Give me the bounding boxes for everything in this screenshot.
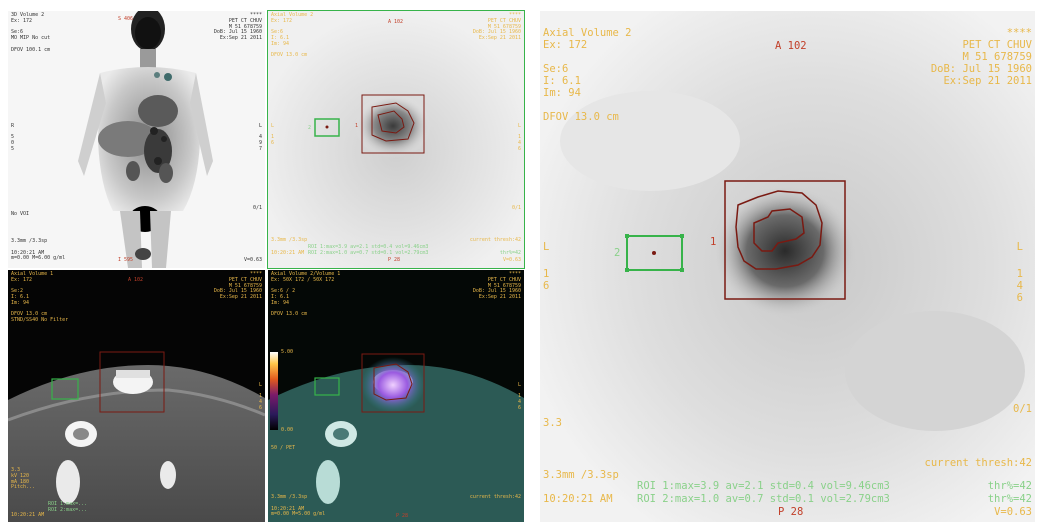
vp5-current-thresh: current thresh:42 xyxy=(924,457,1032,469)
axial-pet-image xyxy=(268,11,524,268)
vp5-series-info: Axial Volume 2 Ex: 172 Se:6 I: 6.1 Im: 9… xyxy=(543,27,632,124)
vp1-orientation-bottom: I 595 xyxy=(118,257,134,263)
vp5-roi2-label: 2 xyxy=(614,247,621,259)
vp5-right-orient: L xyxy=(1016,241,1023,253)
vp1-orientation-top: S 406 xyxy=(118,16,134,22)
vp2-series-info: Axial Volume 2 Ex: 172 Se:6 I: 6.1 Im: 9… xyxy=(271,12,314,59)
vp4-patient-info: **** PET CT CHUV M 51 678759 DoB: Jul 15… xyxy=(472,271,521,300)
vp1-patient-info: **** PET CT CHUV M 51 678759 DoB: Jul 15… xyxy=(213,12,262,41)
vp5-side-number: 3.3 xyxy=(543,417,562,429)
vp3-patient-info: **** PET CT CHUV M 51 678759 DoB: Jul 15… xyxy=(213,271,262,300)
viewport-axial-pet-small[interactable]: Axial Volume 2 Ex: 172 Se:6 I: 6.1 Im: 9… xyxy=(267,10,525,269)
axial-pet-large-image xyxy=(540,11,1035,522)
vp5-window-value: V=0.63 xyxy=(994,506,1032,518)
vp2-orientation-top: A 102 xyxy=(388,19,404,25)
vp4-scale-min: 0.00 xyxy=(281,427,294,433)
vp1-left-orient: R xyxy=(11,123,15,129)
vp2-patient-info: **** PET CT CHUV M 51 678759 DoB: Jul 15… xyxy=(472,12,521,41)
vp5-patient-info: **** PET CT CHUV M 51 678759 DoB: Jul 15… xyxy=(930,27,1032,88)
vp2-orientation-bottom: P 28 xyxy=(388,257,401,263)
vp5-thr-roi1: thr%=42 xyxy=(987,480,1032,492)
color-scale-bar xyxy=(270,352,278,430)
vp2-roi2-stats: ROI 2:max=1.0 av=0.7 std=0.1 vol=2.79cm3 xyxy=(308,250,429,256)
viewport-mip-coronal[interactable]: 3D Volume 2 Ex: 172 Se:6 MO MIP No cut D… xyxy=(8,11,265,268)
fused-image xyxy=(268,352,524,522)
viewport-fused-petct[interactable]: Axial Volume 2/Volume 1 Ex: 50X 172 / 50… xyxy=(268,270,524,522)
vp3-technique: 3.3 kV 120 mA 180 Pitch... xyxy=(11,467,36,491)
vp5-roi1-label: 1 xyxy=(710,236,717,248)
vp2-time: 10:20:21 AM xyxy=(271,250,305,256)
mip-body-image xyxy=(78,11,213,268)
vp2-right-nums: 1 4 6 xyxy=(517,134,521,152)
vp2-thr: thr%=42 xyxy=(499,250,521,256)
vp5-orientation-bottom: P 28 xyxy=(778,506,804,518)
vp5-roi2-stats: ROI 2:max=1.0 av=0.7 std=0.1 vol=2.79cm3 xyxy=(637,493,890,505)
vp4-series-info: Axial Volume 2/Volume 1 Ex: 50X 172 / 50… xyxy=(271,271,341,318)
vp4-right-nums: 1 4 6 xyxy=(517,393,521,411)
vp5-thr-roi2: thr%=42 xyxy=(987,493,1032,505)
vp5-roi1-stats: ROI 1:max=3.9 av=2.1 std=0.4 vol=9.46cm3 xyxy=(637,480,890,492)
vp4-scale-max: 5.00 xyxy=(281,349,294,355)
vp2-frame-counter: 0/1 xyxy=(511,205,521,211)
vp5-orientation-top: A 102 xyxy=(775,40,807,52)
vp2-slice-thickness: 3.3mm /3.3sp xyxy=(271,237,308,243)
vp2-roi2-label: 2 xyxy=(308,125,312,131)
vp2-right-orient: L xyxy=(517,123,521,129)
vp1-no-voi: No VOI xyxy=(11,211,30,217)
vp1-frame-counter: 0/1 xyxy=(252,205,262,211)
viewport-axial-ct[interactable]: Axial Volume 1 Ex: 172 Se:2 I: 6.1 Im: 9… xyxy=(8,270,265,522)
viewport-axial-pet-large[interactable]: Axial Volume 2 Ex: 172 Se:6 I: 6.1 Im: 9… xyxy=(540,11,1035,522)
vp4-orientation-bottom: P 28 xyxy=(396,513,409,519)
vp2-current-thresh: current thresh:42 xyxy=(469,237,521,243)
vp5-left-nums: 1 6 xyxy=(543,268,550,293)
vp3-orientation-top: A 102 xyxy=(128,277,144,283)
vp5-right-nums: 1 4 6 xyxy=(1016,268,1023,305)
vp2-left-orient: L xyxy=(271,123,275,129)
vp4-right-orient: L xyxy=(517,382,521,388)
vp4-current-thresh: current thresh:42 xyxy=(469,494,521,500)
vp1-right-nums: 4 9 7 xyxy=(258,134,262,152)
vp3-time: 10:20:21 AM xyxy=(11,512,45,518)
vp1-window-value: V=0.63 xyxy=(243,257,262,263)
vp5-time: 10:20:21 AM xyxy=(543,493,613,505)
vp2-left-nums: 1 6 xyxy=(271,134,275,146)
vp3-series-info: Axial Volume 1 Ex: 172 Se:2 I: 6.1 Im: 9… xyxy=(11,271,69,323)
vp5-slice-thickness: 3.3mm /3.3sp xyxy=(543,469,619,481)
vp1-bottom-info: 3.3mm /3.3sp 10:20:21 AM m=0.00 M=6.00 g… xyxy=(11,238,66,262)
vp3-right-orient: L xyxy=(258,382,262,388)
vp3-roi2-stats: ROI 2:max=... xyxy=(48,507,88,513)
vp2-roi1-stats: ROI 1:max=3.9 av=2.1 std=0.4 vol=9.46cm3 xyxy=(308,244,429,250)
axial-ct-image xyxy=(8,351,265,522)
vp2-window-value: V=0.63 xyxy=(502,257,521,263)
vp3-right-nums: 1 4 6 xyxy=(258,393,262,411)
vp4-bottom-info: 3.3mm /3.3sp 10:20:21 AM m=0.00 M=5.00 g… xyxy=(271,494,326,518)
vp1-series-info: 3D Volume 2 Ex: 172 Se:6 MO MIP No cut D… xyxy=(11,12,51,53)
vp1-left-nums: 5 0 5 xyxy=(11,134,15,152)
vp3-roi1-stats: ROI 1:max=... xyxy=(48,501,88,507)
vp1-right-orient: L xyxy=(258,123,262,129)
vp2-roi1-label: 1 xyxy=(355,123,359,129)
vp5-left-orient: L xyxy=(543,241,550,253)
vp4-blend-ratio: 50 / PET xyxy=(271,445,296,451)
vp5-frame-counter: 0/1 xyxy=(1013,403,1032,415)
